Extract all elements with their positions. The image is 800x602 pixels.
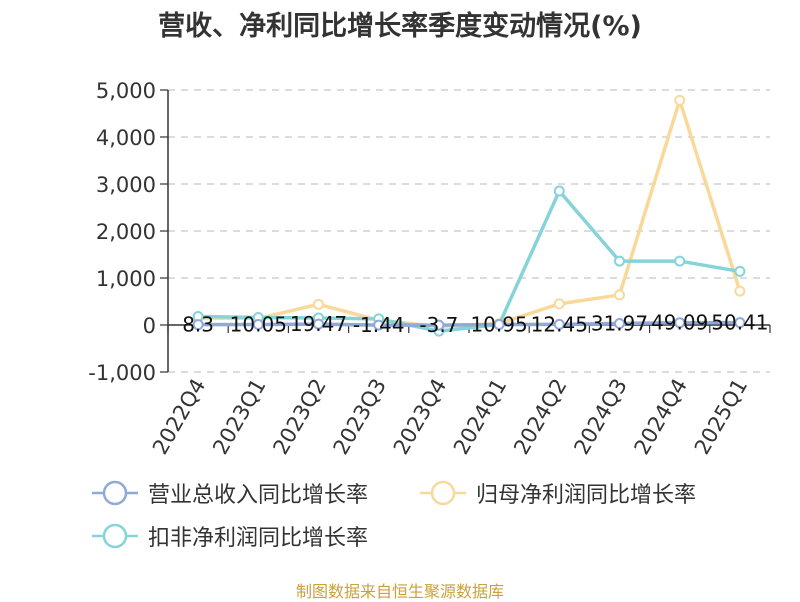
series-line-0 <box>198 320 740 327</box>
legend-item-deducted-profit[interactable]: 扣非净利润同比增长率 <box>90 521 368 551</box>
data-point-1 <box>313 298 324 310</box>
x-tick-label: 2023Q4 <box>389 375 451 459</box>
x-tick-label: 2025Q1 <box>690 375 752 459</box>
data-point-2 <box>674 255 686 267</box>
x-tick-label: 2024Q3 <box>569 375 631 459</box>
y-tick-label: 4,000 <box>96 126 156 150</box>
data-point-0 <box>433 319 445 331</box>
series-line-1 <box>198 98 742 329</box>
y-tick-label: 2,000 <box>96 220 156 244</box>
legend-item-revenue[interactable]: 营业总收入同比增长率 <box>90 478 368 508</box>
x-tick-label: 2024Q1 <box>449 374 511 458</box>
data-point-0 <box>192 319 204 331</box>
data-point-2 <box>553 185 565 197</box>
data-label: 12.45 <box>531 312 588 336</box>
x-tick-label: 2024Q2 <box>509 375 571 459</box>
y-tick-label: 0 <box>143 314 156 338</box>
data-labels: 8.3 10.05 19.47 -1.44 -3.7 10.95 12.45 31.97 49.… <box>182 311 768 338</box>
data-point-0 <box>313 318 324 330</box>
data-label: -1.44 <box>353 313 405 337</box>
data-point-0 <box>493 318 505 330</box>
data-point-0 <box>674 317 686 329</box>
data-point-0 <box>734 317 746 329</box>
x-tick-label: 2023Q1 <box>208 375 270 459</box>
data-point-1 <box>614 289 625 301</box>
series-line-2 <box>198 189 741 333</box>
x-tick-label: 2022Q4 <box>148 375 210 459</box>
data-point-0 <box>373 319 385 331</box>
data-label: 50.41 <box>711 311 768 335</box>
x-tick-label: 2024Q4 <box>630 375 692 459</box>
gridlines <box>168 89 770 373</box>
y-tick-label: 1,000 <box>96 267 156 291</box>
legend-label-net-profit: 归母净利润同比增长率 <box>476 483 697 508</box>
chart-title: 营收、净利同比增长率季度变动情况(%) <box>158 11 642 42</box>
x-tick-label: 2023Q3 <box>329 375 391 459</box>
data-point-2 <box>614 255 625 267</box>
data-point-0 <box>252 319 264 331</box>
y-tick-label: 5,000 <box>96 79 156 103</box>
data-point-1 <box>553 298 565 310</box>
source-note: 制图数据来自恒生聚源数据库 <box>295 582 504 601</box>
y-tick-label: 3,000 <box>96 173 156 197</box>
legend-item-net-profit[interactable]: 归母净利润同比增长率 <box>418 478 696 508</box>
data-point-0 <box>614 317 625 329</box>
data-point-2 <box>734 265 746 277</box>
x-tick-label: 2023Q2 <box>268 375 330 459</box>
data-label: -3.7 <box>419 313 458 337</box>
legend-marker-net-profit-icon <box>420 480 466 506</box>
data-label: 49.09 <box>651 311 708 335</box>
data-point-0 <box>553 318 565 330</box>
data-point-1 <box>674 94 686 106</box>
legend-marker-revenue-icon <box>92 480 138 506</box>
data-label: 10.95 <box>470 312 527 336</box>
legend-label-revenue: 营业总收入同比增长率 <box>148 483 369 508</box>
legend-marker-deducted-profit-icon <box>92 523 138 549</box>
y-tick-label: -1,000 <box>88 361 156 385</box>
data-label: 10.05 <box>230 313 287 337</box>
data-point-1 <box>734 285 746 297</box>
data-label: 8.3 <box>182 313 214 337</box>
legend-label-deducted-profit: 扣非净利润同比增长率 <box>148 526 369 551</box>
data-label: 19.47 <box>290 312 347 336</box>
data-label: 31.97 <box>591 311 648 335</box>
series-layer <box>192 94 746 337</box>
